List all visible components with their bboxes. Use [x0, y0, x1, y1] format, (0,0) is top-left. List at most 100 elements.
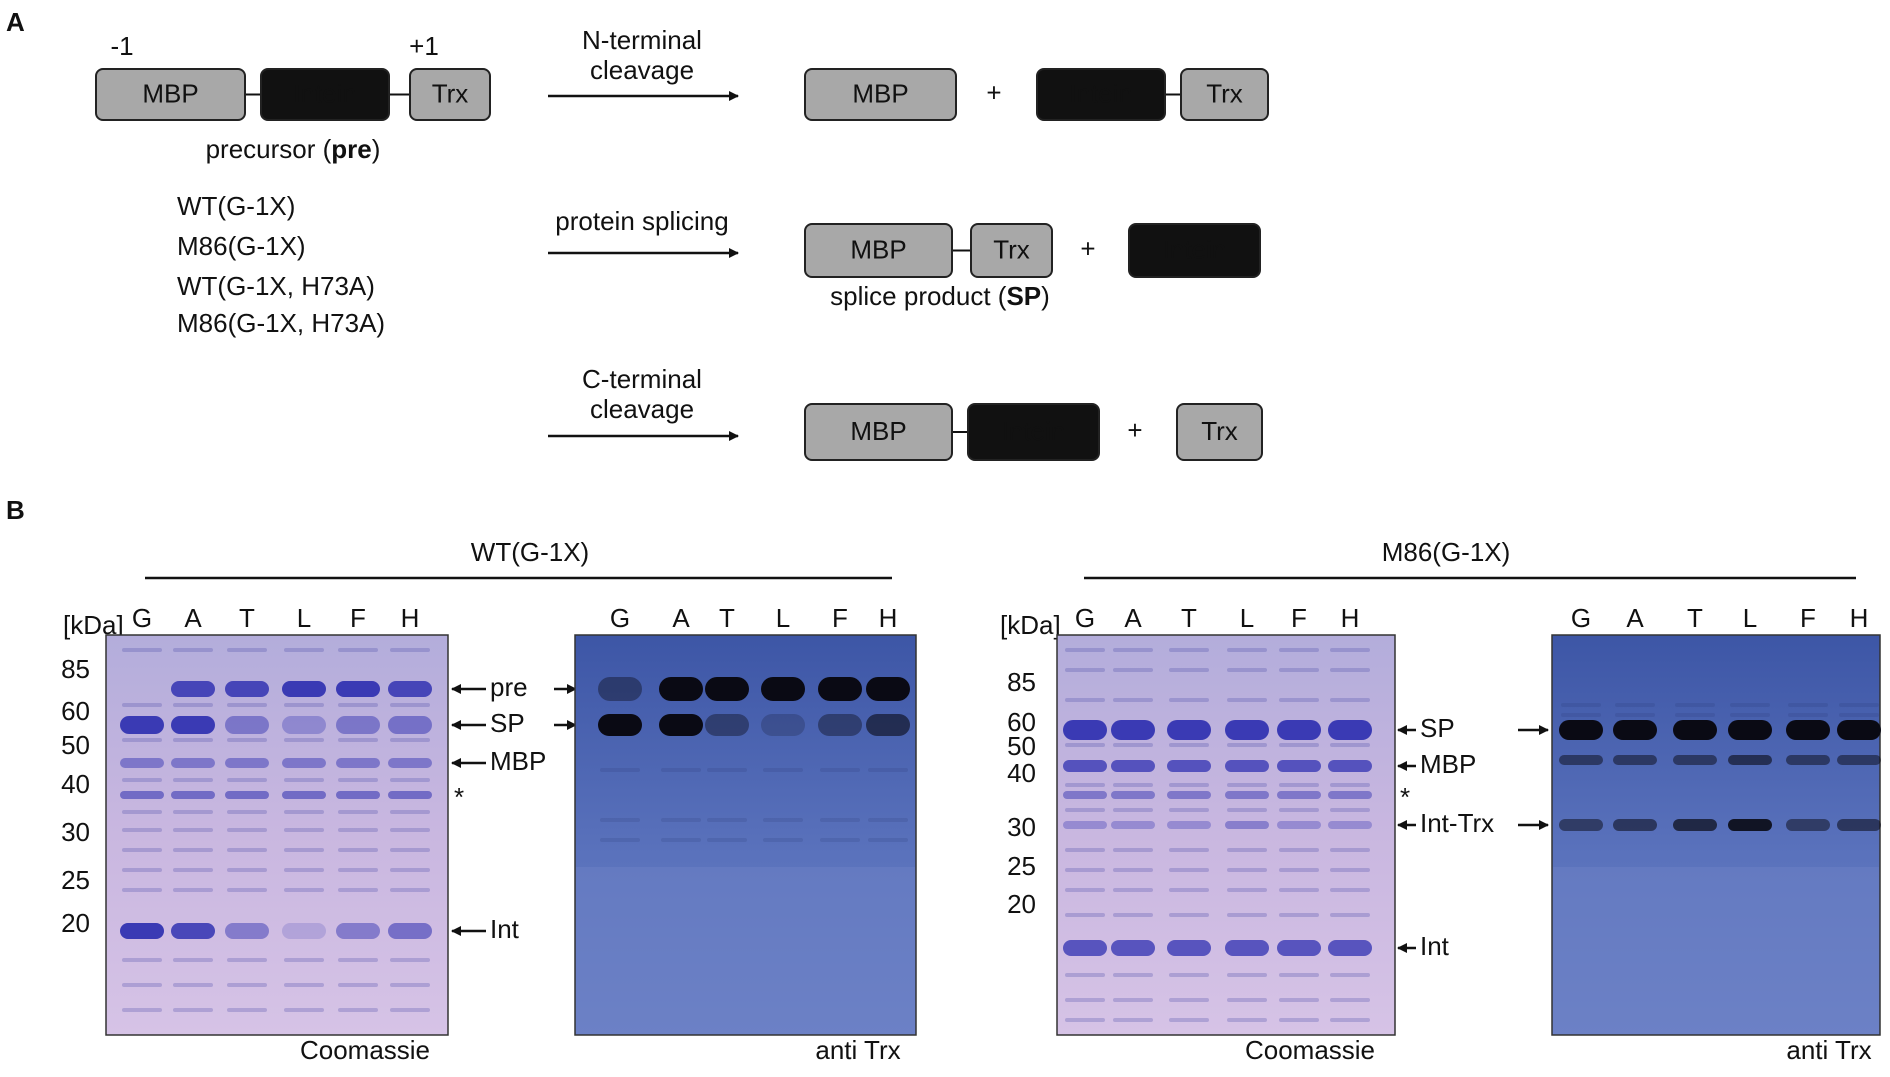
band	[388, 923, 432, 939]
band-label: *	[454, 782, 464, 812]
panel-label: A	[6, 7, 25, 37]
faint-band	[820, 838, 860, 842]
faint-band	[173, 778, 213, 782]
faint-band	[122, 828, 162, 832]
domain-box	[804, 223, 953, 278]
faint-band	[1330, 1018, 1370, 1022]
faint-band	[1227, 973, 1267, 977]
faint-band	[707, 818, 747, 822]
band	[225, 681, 269, 697]
domain-label: Trx	[993, 234, 1030, 264]
band	[1277, 760, 1321, 772]
domain-label: Intein	[293, 78, 357, 108]
faint-band	[1330, 783, 1370, 787]
faint-band	[1227, 1018, 1267, 1022]
caption-text: )	[1041, 281, 1050, 311]
band	[1225, 760, 1269, 772]
faint-band	[284, 888, 324, 892]
band	[1225, 821, 1269, 829]
band	[1277, 720, 1321, 740]
lane-label: A	[1626, 603, 1644, 633]
band	[171, 681, 215, 697]
band	[282, 716, 326, 734]
faint-band	[1279, 868, 1319, 872]
faint-band	[1227, 698, 1267, 702]
faint-band	[1065, 783, 1105, 787]
gel-shade	[1553, 867, 1879, 1034]
lane-label: H	[1850, 603, 1869, 633]
faint-band	[284, 648, 324, 652]
faint-band	[122, 868, 162, 872]
band	[1225, 791, 1269, 799]
faint-band	[173, 1008, 213, 1012]
gel-caption: anti Trx	[1786, 1035, 1871, 1065]
lane-label: F	[1800, 603, 1816, 633]
band	[866, 677, 910, 701]
band	[1673, 720, 1717, 740]
faint-band	[284, 738, 324, 742]
band	[225, 758, 269, 768]
faint-band	[820, 818, 860, 822]
domain-label: MBP	[850, 416, 906, 446]
faint-band	[868, 768, 908, 772]
faint-band	[1330, 913, 1370, 917]
faint-band	[227, 828, 267, 832]
faint-band	[1113, 1018, 1153, 1022]
faint-band	[284, 703, 324, 707]
faint-band	[227, 848, 267, 852]
band	[1167, 940, 1211, 956]
band	[1328, 760, 1372, 772]
faint-band	[1675, 703, 1715, 707]
faint-band	[1279, 848, 1319, 852]
gel	[105, 634, 449, 1036]
faint-band	[1113, 668, 1153, 672]
faint-band	[707, 768, 747, 772]
lane-label: G	[1571, 603, 1591, 633]
faint-band	[1113, 698, 1153, 702]
band	[705, 677, 749, 701]
faint-band	[1113, 888, 1153, 892]
band	[1111, 791, 1155, 799]
band-label: MBP	[1420, 749, 1476, 779]
faint-band	[338, 648, 378, 652]
plus-sign: +	[986, 77, 1001, 107]
faint-band	[227, 888, 267, 892]
faint-band	[173, 958, 213, 962]
band	[1225, 720, 1269, 740]
faint-band	[1065, 1018, 1105, 1022]
gel	[1056, 634, 1396, 1036]
faint-band	[173, 828, 213, 832]
faint-band	[227, 810, 267, 814]
band	[336, 758, 380, 768]
faint-band	[284, 1008, 324, 1012]
band	[1063, 940, 1107, 956]
faint-band	[1065, 998, 1105, 1002]
reaction-label: cleavage	[590, 55, 694, 85]
faint-band	[661, 818, 701, 822]
faint-band	[868, 838, 908, 842]
faint-band	[173, 648, 213, 652]
band	[225, 923, 269, 939]
marker-label: 25	[61, 865, 90, 895]
site-label: +1	[409, 31, 439, 61]
reaction-label: N-terminal	[582, 25, 702, 55]
band	[1167, 791, 1211, 799]
faint-band	[284, 828, 324, 832]
band	[388, 791, 432, 799]
faint-band	[227, 778, 267, 782]
domain-label: Intein	[1002, 416, 1066, 446]
band	[225, 716, 269, 734]
band-label: SP	[1420, 713, 1455, 743]
band	[1277, 940, 1321, 956]
faint-band	[1227, 888, 1267, 892]
faint-band	[1227, 808, 1267, 812]
faint-band	[122, 810, 162, 814]
variant: WT(G-1X, H73A)	[177, 271, 375, 301]
faint-band	[1169, 668, 1209, 672]
domain-box	[804, 68, 957, 121]
band	[120, 758, 164, 768]
faint-band	[284, 848, 324, 852]
band	[1328, 821, 1372, 829]
marker-label: 50	[61, 730, 90, 760]
